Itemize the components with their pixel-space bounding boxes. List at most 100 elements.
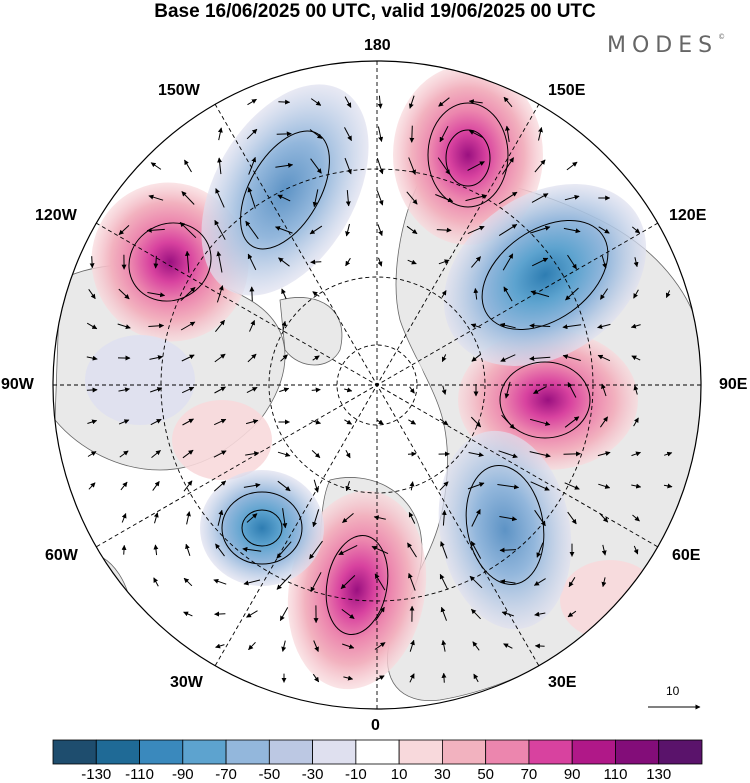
colorbar-tick-label: -90 [171,766,194,783]
wind-vector-arrow [631,451,641,457]
wind-vector-arrow [633,545,639,555]
wind-vector-arrow [468,130,483,138]
label-60w: 60W [45,547,78,564]
wind-vector-arrow [633,385,639,395]
wind-vector-arrow [408,157,417,175]
wind-vector-arrow [601,544,607,556]
wind-vector-arrow [276,574,292,590]
wind-vector-arrow [529,355,551,361]
wind-vector-arrow [597,354,611,362]
wind-vector-arrow [471,354,481,362]
wind-vector-arrow [598,226,610,234]
map-boundary [52,60,702,710]
wind-vector-arrow [598,483,611,489]
wind-vector-arrow [471,509,481,527]
wind-vector-arrow [407,451,417,457]
wind-vector-arrow [215,319,225,333]
wind-vector-arrow [282,508,288,529]
wind-vector-arrow [184,250,190,273]
wind-vector-arrow [214,386,226,394]
wind-vector-arrow [88,482,96,490]
wind-vector-arrow [345,190,351,207]
wind-vector-arrow [563,227,581,234]
wind-vector-arrow [564,194,580,201]
wind-vector-arrow [441,290,447,298]
wind-vector-arrow [281,320,287,331]
colorbar-tick-label: -30 [301,766,324,783]
label-120e: 120E [669,207,707,224]
wind-vector-arrow [441,509,447,526]
wind-vector-arrow [182,449,194,459]
wind-vector-arrow [278,257,290,267]
wind-vector-arrow [117,323,131,330]
wind-vector-arrow [467,225,485,235]
wind-vector-arrow [469,575,483,589]
wind-vector-arrow [467,482,485,490]
wind-vector-arrow [601,383,607,397]
wind-vector-arrow [564,482,580,490]
wind-vector-arrow [534,611,546,617]
wind-vector-arrow [529,451,551,458]
map-title: Base 16/06/2025 00 UTC, valid 19/06/2025… [154,1,596,22]
wind-vector-arrow [436,227,452,233]
wind-vector-arrow [501,414,515,430]
wind-vector-arrow [473,673,479,683]
wind-vector-arrow [118,225,130,235]
label-30e: 30E [548,674,577,691]
wind-vector-arrow [213,450,227,458]
wind-vector-arrow [344,96,352,108]
wind-vector-arrow [248,156,257,175]
colorbar-tick-label: 130 [646,766,672,783]
wind-vector-arrow [309,129,323,139]
wind-vector-arrow [377,126,384,142]
wind-vector-arrow [150,418,162,426]
wind-vector-arrow [500,354,516,362]
wind-vector-arrow [435,194,454,203]
wind-vector-arrow [88,289,96,300]
wind-vector-arrow [118,288,130,300]
wind-vector-arrow [281,288,287,300]
low-pressure-anomaly-120E [443,184,647,366]
wind-vector-arrow [245,451,260,457]
geopotential-contours [128,102,609,636]
wind-vector-arrow [599,288,609,300]
label-30w: 30W [170,674,203,691]
wind-vector-arrow [530,290,550,298]
wind-vector-arrow [277,194,291,202]
label-120w: 120W [35,207,77,224]
wind-vector-arrow [148,323,165,329]
wind-vector-arrow [248,641,256,651]
colorbar-swatch [571,739,616,765]
wind-vector-arrow [601,577,607,588]
wind-vector-arrow [342,643,355,649]
label-90e: 90E [719,376,748,393]
wind-vector-arrow [376,190,384,206]
label-0: 0 [371,717,380,734]
wind-vector-arrow [249,319,255,332]
wind-vector-arrow [529,225,551,234]
wind-vector-arrow [278,99,291,105]
wind-vector-arrow [150,162,162,170]
wind-vector-arrow [313,479,319,493]
wind-vector-arrow [503,96,513,108]
wind-vector-arrow [473,288,479,300]
wind-vector-arrow [243,482,261,488]
wind-vector-arrow [121,544,127,555]
colorbar-tick-label: 30 [434,766,451,783]
wind-vector-arrow [119,450,129,458]
colorbar-swatch [52,739,97,765]
wind-vector-arrow [311,450,321,458]
colorbar-tick-label: 10 [390,766,408,783]
wind-vector-arrow [341,608,355,620]
colorbar-tick-label: -70 [215,766,237,783]
wind-vector-arrow [215,543,225,557]
wind-vector-arrow [310,572,322,593]
wind-vector-arrow [215,188,225,208]
wind-vector-arrow [87,419,98,425]
wind-vector-arrow [408,572,416,591]
colorbar [52,739,703,765]
wind-vector-arrow [246,128,258,140]
wind-vector-arrow [340,575,356,589]
wind-vector-arrow [118,419,130,425]
wind-vector-arrow [246,513,258,523]
